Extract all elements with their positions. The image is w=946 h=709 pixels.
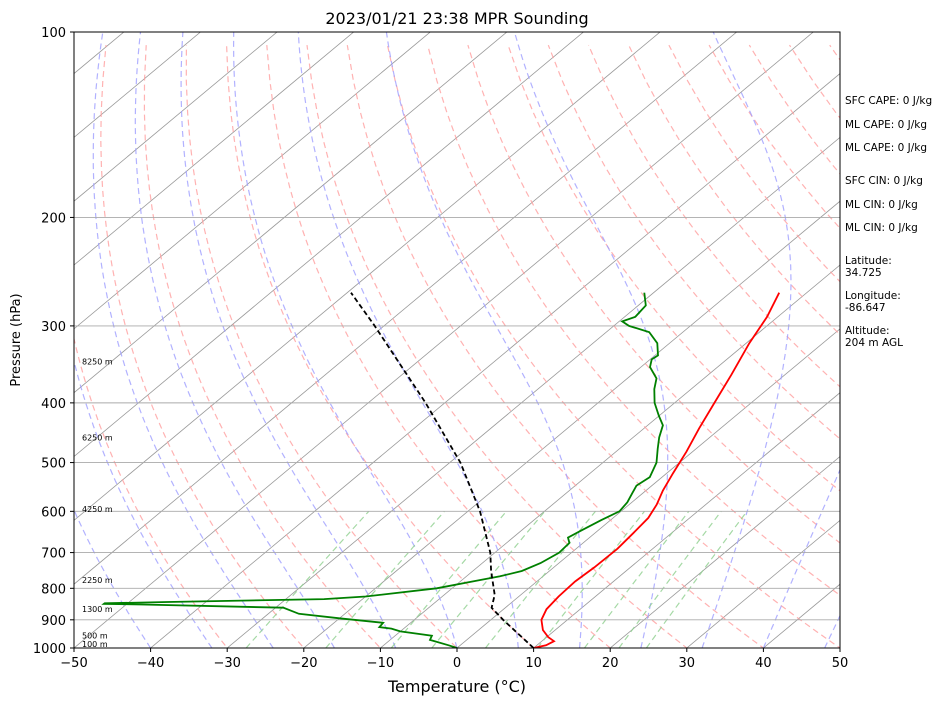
height-label: 100 m [82,640,108,649]
annotation-text: Longitude: [845,290,901,302]
y-tick-label: 200 [41,211,66,226]
annotation-text: Latitude: [845,255,892,267]
annotation-text: 34.725 [845,267,882,279]
y-tick-label: 100 [41,26,66,41]
height-label: 4250 m [82,505,113,514]
height-label: 1300 m [82,605,113,614]
y-tick-label: 900 [41,614,66,629]
y-tick-label: 300 [41,320,66,335]
y-tick-label: 500 [41,457,66,472]
height-label: 2250 m [82,576,113,585]
y-tick-label: 1000 [33,642,66,657]
x-tick-label: 10 [525,656,542,671]
x-tick-label: −40 [137,656,164,671]
y-axis-label: Pressure (hPa) [9,293,24,386]
x-tick-label: 50 [832,656,849,671]
annotation-text: SFC CIN: 0 J/kg [845,175,923,187]
annotation-text: ML CAPE: 0 J/kg [845,119,927,131]
y-tick-label: 800 [41,582,66,597]
annotation-text: -86.647 [845,302,886,314]
annotation-text: 204 m AGL [845,337,903,349]
x-tick-label: 30 [679,656,696,671]
x-tick-label: −30 [213,656,240,671]
x-tick-label: 40 [755,656,772,671]
y-tick-label: 700 [41,547,66,562]
x-tick-label: −10 [367,656,394,671]
x-tick-label: 20 [602,656,619,671]
annotation-text: ML CIN: 0 J/kg [845,199,918,211]
y-tick-label: 400 [41,397,66,412]
annotation-text: SFC CAPE: 0 J/kg [845,95,932,107]
annotation-text: ML CAPE: 0 J/kg [845,142,927,154]
height-label: 8250 m [82,358,113,367]
x-tick-label: 0 [453,656,461,671]
annotation-text: ML CIN: 0 J/kg [845,222,918,234]
y-tick-label: 600 [41,505,66,520]
x-axis-label: Temperature (°C) [387,677,526,696]
x-tick-label: −20 [290,656,317,671]
x-tick-label: −50 [60,656,87,671]
annotation-text: Altitude: [845,325,890,337]
chart-title: 2023/01/21 23:38 MPR Sounding [325,9,588,28]
height-label: 500 m [82,632,108,641]
height-label: 6250 m [82,433,113,442]
